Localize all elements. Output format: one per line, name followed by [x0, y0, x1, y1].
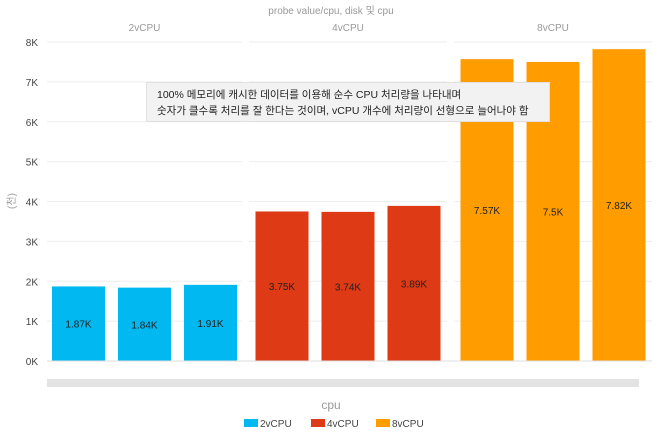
legend-swatch: [311, 419, 325, 427]
bar[interactable]: [592, 49, 646, 362]
bar-data-label: 7.57K: [474, 206, 500, 217]
bar-data-label: 1.84K: [131, 320, 157, 331]
bar-data-label: 7.5K: [543, 207, 564, 218]
bar-data-label: 1.91K: [197, 319, 223, 330]
annotation-box: 100% 메모리에 캐시한 데이터를 이용해 순수 CPU 처리량을 나타내며 …: [146, 82, 550, 122]
bar-data-label: 3.75K: [269, 282, 295, 293]
legend-swatch: [376, 419, 390, 427]
y-tick-label: 3K: [26, 237, 39, 248]
y-tick-label: 6K: [26, 118, 39, 129]
y-axis-label: (천): [6, 193, 18, 209]
annotation-line-1: 100% 메모리에 캐시한 데이터를 이용해 순수 CPU 처리량을 나타내며: [157, 89, 462, 101]
panel-header: 2vCPU: [129, 23, 161, 34]
x-axis-label: cpu: [321, 398, 340, 412]
chart-title: probe value/cpu, disk 및 cpu: [268, 5, 393, 17]
bar-data-label: 3.89K: [401, 279, 427, 290]
bar[interactable]: [321, 211, 375, 361]
annotation-line-2: 숫자가 클수록 처리를 잘 한다는 것이며, vCPU 개수에 처리량이 선형으…: [157, 105, 529, 117]
bar-data-label: 1.87K: [65, 320, 91, 331]
bar[interactable]: [387, 205, 441, 361]
legend-label[interactable]: 4vCPU: [327, 419, 359, 430]
x-scrollbar[interactable]: [47, 379, 639, 387]
y-tick-label: 1K: [26, 317, 39, 328]
bar[interactable]: [184, 284, 237, 361]
legend-swatch: [244, 419, 258, 427]
bar-data-label: 3.74K: [335, 282, 361, 293]
panel-header: 4vCPU: [332, 23, 364, 34]
y-tick-label: 8K: [26, 38, 39, 49]
y-tick-label: 4K: [26, 198, 39, 209]
y-tick-label: 5K: [26, 158, 39, 169]
panel-header: 8vCPU: [537, 23, 569, 34]
legend-label[interactable]: 2vCPU: [260, 419, 292, 430]
bar[interactable]: [52, 286, 105, 361]
bar-data-label: 7.82K: [606, 201, 632, 212]
y-tick-label: 0K: [26, 357, 39, 368]
legend-label[interactable]: 8vCPU: [392, 419, 424, 430]
y-tick-label: 7K: [26, 78, 39, 89]
bar[interactable]: [255, 211, 309, 361]
bar[interactable]: [118, 287, 171, 361]
y-tick-label: 2K: [26, 277, 39, 288]
